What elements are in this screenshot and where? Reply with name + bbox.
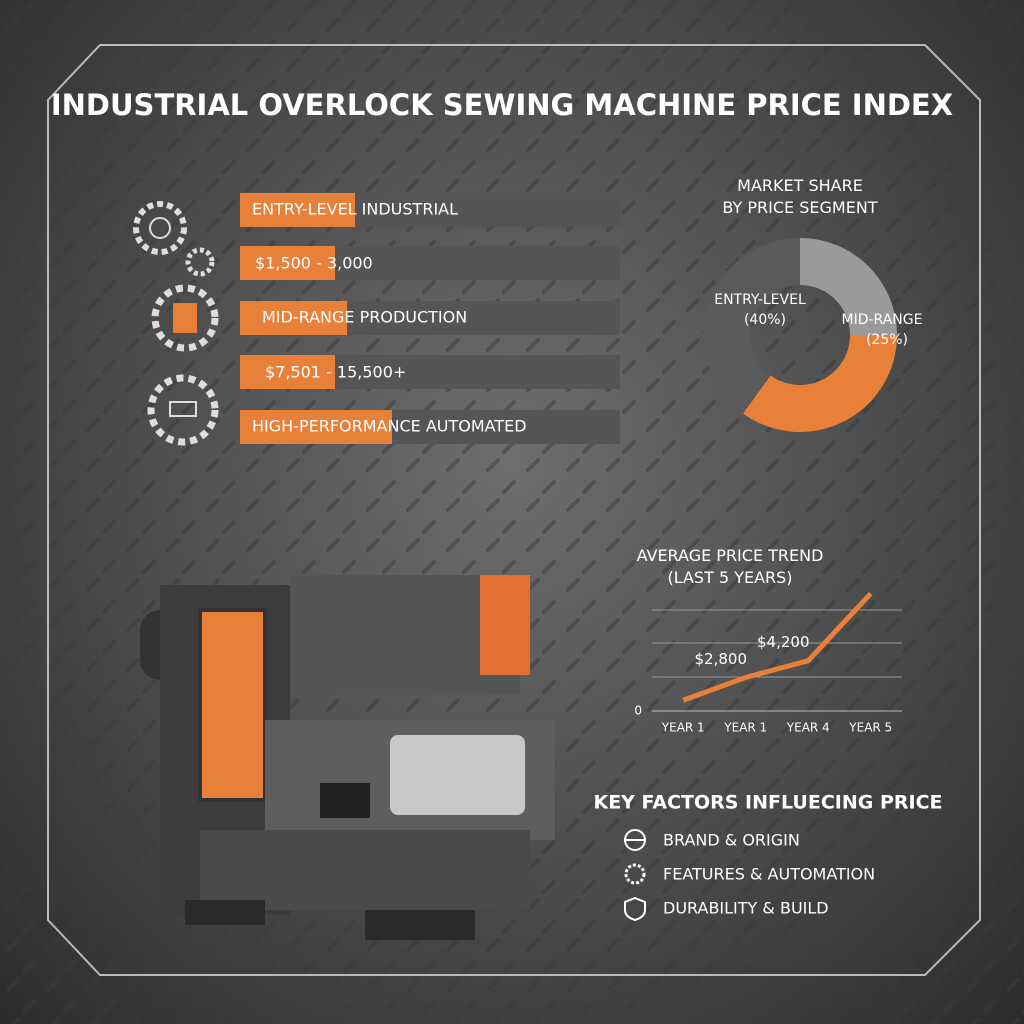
x-tick-label: YEAR 1 [723, 721, 767, 735]
factor: DURABILITY & BUILD [663, 899, 829, 918]
tier-accent [240, 246, 335, 280]
title: INDUSTRIAL OVERLOCK SEWING MACHINE PRICE… [51, 88, 953, 122]
donut-segment [742, 335, 897, 432]
y-tick-label: 0 [634, 704, 642, 718]
value-label: $4,200 [757, 633, 810, 651]
trend-line [682, 591, 873, 703]
value-label: $2,800 [695, 650, 748, 668]
gear-icons [133, 201, 219, 446]
x-tick-label: YEAR 5 [848, 721, 892, 735]
tier-accent [240, 193, 355, 227]
tier-price: $1,500 - 3,000 [255, 254, 373, 273]
tier-price: $7,501 - 15,500+ [265, 363, 406, 382]
factors-heading: KEY FACTORS INFLUECING PRICE [593, 792, 942, 814]
factor: FEATURES & AUTOMATION [663, 865, 875, 884]
sewing-machine [140, 575, 555, 940]
tier-bars [240, 193, 620, 444]
frame [47, 44, 981, 976]
tier-accent [240, 410, 392, 444]
tier-accent [240, 355, 335, 389]
donut-segment [800, 238, 897, 335]
x-tick-label: YEAR 4 [786, 721, 830, 735]
tier-label: MID-RANGE PRODUCTION [262, 308, 467, 327]
tier-label: ENTRY-LEVEL INDUSTRIAL [252, 200, 458, 219]
chart-title: MARKET SHARE BY PRICE SEGMENT [722, 176, 877, 217]
donut-segment [702, 238, 800, 414]
factor-icons [624, 829, 646, 922]
segment-label: ENTRY-LEVEL [714, 292, 806, 308]
chart-title: AVERAGE PRICE TREND (LAST 5 YEARS) [637, 546, 824, 587]
factor: BRAND & ORIGIN [663, 831, 800, 850]
segment-label: MID-RANGE [842, 312, 923, 328]
tier-accent [240, 301, 347, 335]
segment-value: (40%) [744, 312, 786, 328]
segment-value: (25%) [866, 332, 908, 348]
x-tick-label: YEAR 1 [661, 721, 705, 735]
tier-label: HIGH-PERFORMANCE AUTOMATED [252, 417, 527, 436]
